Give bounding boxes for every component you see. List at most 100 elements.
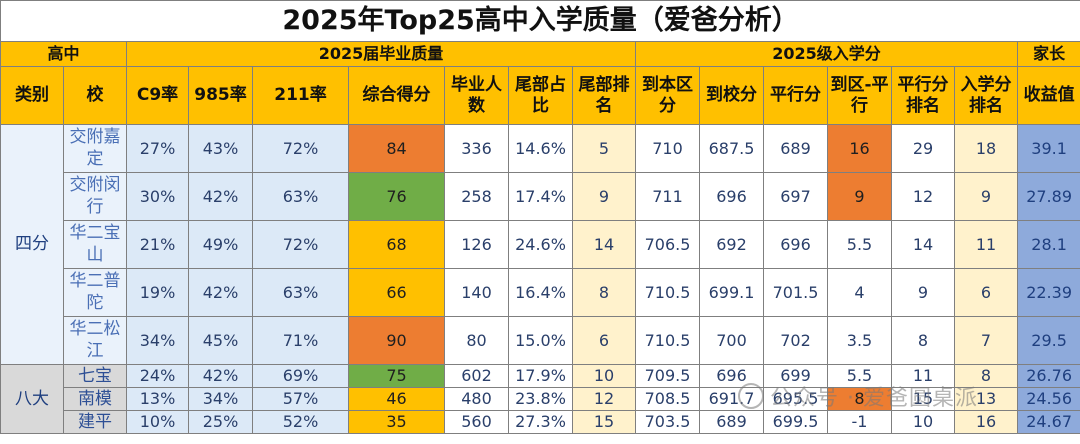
211-rate: 72% [252, 124, 349, 173]
benefit-value: 24.67 [1016, 410, 1080, 434]
985-rate: 45% [188, 316, 253, 365]
entry-rank: 18 [954, 124, 1018, 173]
district-parallel-gap: 3.5 [827, 316, 892, 365]
211-rate: 71% [252, 316, 349, 365]
c9-rate: 19% [126, 268, 189, 317]
211-rate: 63% [252, 268, 349, 317]
district-line-score: 703.5 [635, 410, 700, 434]
985-rate: 42% [188, 268, 253, 317]
district-line-score: 706.5 [635, 220, 700, 269]
col-header-parallel-rank: 平行分排名 [891, 66, 955, 125]
parallel-score: 701.5 [763, 268, 828, 317]
entry-rank: 7 [954, 316, 1018, 365]
table-row: 华二松江 34% 45% 71% 90 80 15.0% 6 710.5 700 702 3.5 8 7 2… [1, 316, 1080, 365]
parallel-score: 699 [763, 364, 828, 388]
c9-rate: 21% [126, 220, 189, 269]
211-rate: 52% [252, 410, 349, 434]
parallel-rank: 12 [891, 172, 955, 221]
col-header-985: 985率 [188, 66, 253, 125]
tail-rank: 6 [572, 316, 636, 365]
benefit-value: 27.89 [1016, 172, 1080, 221]
parallel-score: 695.5 [763, 387, 828, 411]
district-line-score: 709.5 [635, 364, 700, 388]
tail-percent: 17.4% [508, 172, 573, 221]
district-line-score: 711 [635, 172, 700, 221]
group-header-parent: 家长 [1016, 41, 1080, 67]
entry-rank: 8 [954, 364, 1018, 388]
parallel-score: 689 [763, 124, 828, 173]
district-line-score: 710.5 [635, 268, 700, 317]
graduates-count: 480 [444, 387, 509, 411]
tail-rank: 14 [572, 220, 636, 269]
page-title: 2025年Top25高中入学质量（爱爸分析） [0, 0, 1080, 42]
composite-score: 75 [348, 364, 445, 388]
school-name: 七宝 [63, 364, 127, 388]
graduates-count: 140 [444, 268, 509, 317]
district-parallel-gap: 9 [827, 172, 892, 221]
c9-rate: 24% [126, 364, 189, 388]
parallel-score: 696 [763, 220, 828, 269]
col-header-211: 211率 [252, 66, 349, 125]
school-name: 华二普陀 [63, 268, 127, 317]
parallel-score: 699.5 [763, 410, 828, 434]
table-row: 建平 10% 25% 52% 35 560 27.3% 15 703.5 689 699.5 -1 10… [1, 410, 1080, 434]
col-header-entry-rank: 入学分排名 [954, 66, 1018, 125]
school-line-score: 700 [699, 316, 764, 365]
col-header-c9: C9率 [126, 66, 189, 125]
benefit-value: 29.5 [1016, 316, 1080, 365]
entry-rank: 9 [954, 172, 1018, 221]
entry-rank: 6 [954, 268, 1018, 317]
composite-score: 84 [348, 124, 445, 173]
tail-rank: 8 [572, 268, 636, 317]
composite-score: 66 [348, 268, 445, 317]
school-line-score: 691.7 [699, 387, 764, 411]
district-line-score: 710 [635, 124, 700, 173]
tail-rank: 12 [572, 387, 636, 411]
district-parallel-gap: 8 [827, 387, 892, 411]
985-rate: 49% [188, 220, 253, 269]
school-name: 南模 [63, 387, 127, 411]
col-header-grads: 毕业人数 [444, 66, 509, 125]
composite-score: 90 [348, 316, 445, 365]
school-name: 交附闵行 [63, 172, 127, 221]
985-rate: 25% [188, 410, 253, 434]
district-parallel-gap: 5.5 [827, 220, 892, 269]
school-line-score: 699.1 [699, 268, 764, 317]
school-line-score: 696 [699, 172, 764, 221]
school-name: 建平 [63, 410, 127, 434]
col-header-parallel: 平行分 [763, 66, 828, 125]
district-parallel-gap: 5.5 [827, 364, 892, 388]
parallel-rank: 9 [891, 268, 955, 317]
985-rate: 43% [188, 124, 253, 173]
c9-rate: 27% [126, 124, 189, 173]
school-quality-table: 2025年Top25高中入学质量（爱爸分析） 高中 2025届毕业质量 2025… [0, 0, 1080, 434]
district-parallel-gap: -1 [827, 410, 892, 434]
entry-rank: 16 [954, 410, 1018, 434]
211-rate: 72% [252, 220, 349, 269]
group-header-graduation: 2025届毕业质量 [126, 41, 636, 67]
tail-rank: 5 [572, 124, 636, 173]
district-line-score: 708.5 [635, 387, 700, 411]
tail-percent: 17.9% [508, 364, 573, 388]
benefit-value: 28.1 [1016, 220, 1080, 269]
tail-rank: 15 [572, 410, 636, 434]
table-row: 八大 七宝 24% 42% 69% 75 602 17.9% 10 709.5 696 699 5.5 1… [0, 364, 1080, 434]
composite-score: 46 [348, 387, 445, 411]
benefit-value: 39.1 [1016, 124, 1080, 173]
col-header-value: 收益值 [1016, 66, 1080, 125]
school-line-score: 689 [699, 410, 764, 434]
graduates-count: 258 [444, 172, 509, 221]
c9-rate: 10% [126, 410, 189, 434]
tail-percent: 27.3% [508, 410, 573, 434]
211-rate: 63% [252, 172, 349, 221]
graduates-count: 560 [444, 410, 509, 434]
211-rate: 69% [252, 364, 349, 388]
benefit-value: 22.39 [1016, 268, 1080, 317]
school-line-score: 696 [699, 364, 764, 388]
tail-percent: 16.4% [508, 268, 573, 317]
composite-score: 76 [348, 172, 445, 221]
benefit-value: 26.76 [1016, 364, 1080, 388]
group-header-school: 高中 [0, 41, 127, 67]
col-header-category: 类别 [0, 66, 64, 125]
